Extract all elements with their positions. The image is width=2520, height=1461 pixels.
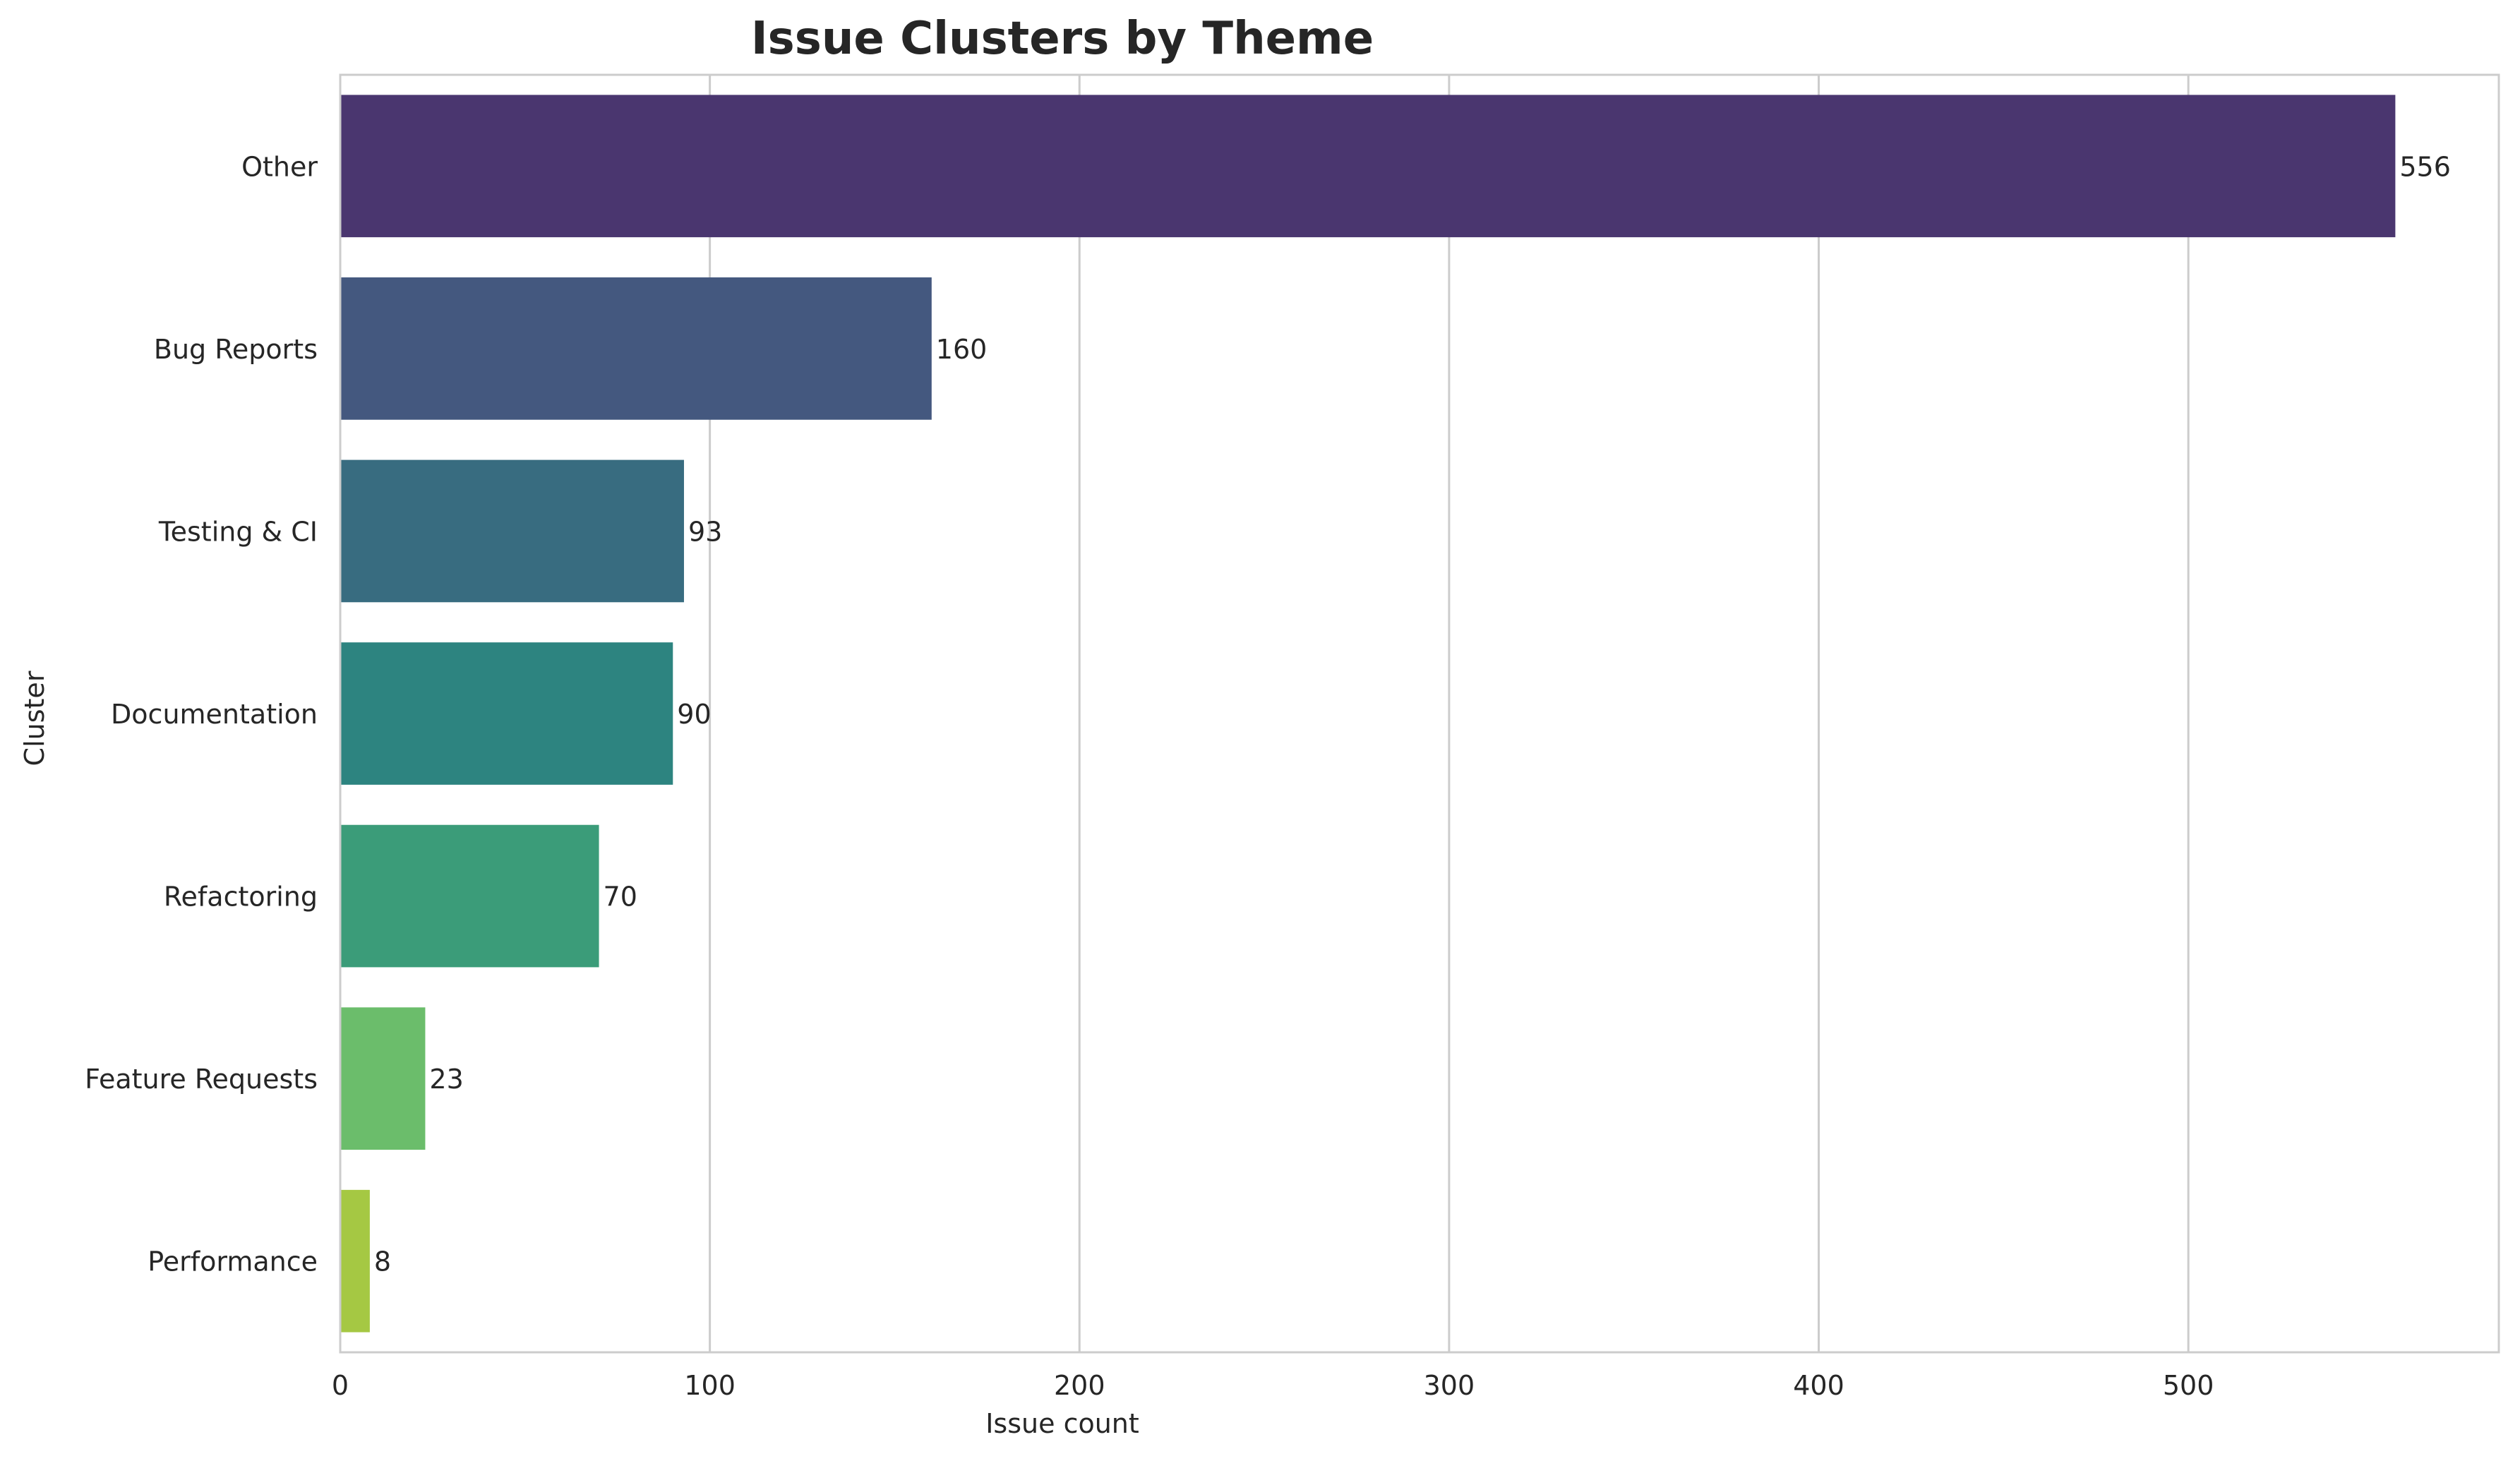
bar (340, 824, 599, 968)
x-tick-label: 200 (1054, 1370, 1105, 1401)
y-tick-label: Bug Reports (154, 334, 318, 365)
data-label: 70 (604, 882, 637, 913)
y-tick-label: Documentation (111, 699, 318, 730)
bar (340, 1189, 370, 1333)
x-tick-label: 0 (332, 1370, 349, 1401)
data-label: 90 (677, 699, 711, 730)
y-tick-label: Refactoring (164, 882, 318, 913)
y-axis-label: Cluster (19, 671, 50, 766)
chart-title: Issue Clusters by Theme (751, 13, 1374, 65)
axis-ticks: 0 100 200 300 400 500 Other Bug Reports Testing … (85, 151, 2214, 1401)
bar (340, 459, 684, 603)
bar (340, 642, 673, 785)
x-axis-label: Issue count (985, 1408, 1139, 1439)
y-tick-label: Testing & CI (158, 516, 318, 547)
data-label: 93 (688, 516, 722, 547)
bar (340, 277, 932, 420)
x-tick-label: 400 (1793, 1370, 1844, 1401)
bar (340, 1007, 426, 1150)
y-tick-label: Performance (148, 1246, 318, 1277)
x-tick-label: 100 (684, 1370, 736, 1401)
data-label: 23 (429, 1064, 463, 1095)
x-tick-label: 300 (1424, 1370, 1475, 1401)
plot-frame (339, 73, 2500, 1354)
y-tick-label: Feature Requests (85, 1064, 318, 1095)
data-label: 556 (2399, 151, 2451, 182)
data-label: 160 (936, 334, 988, 365)
y-tick-label: Other (241, 151, 318, 182)
data-labels: 556 160 93 90 70 23 8 (374, 151, 2451, 1277)
data-label: 8 (374, 1246, 391, 1277)
bar (340, 95, 2396, 238)
x-tick-label: 500 (2163, 1370, 2214, 1401)
bars (340, 95, 2396, 1333)
